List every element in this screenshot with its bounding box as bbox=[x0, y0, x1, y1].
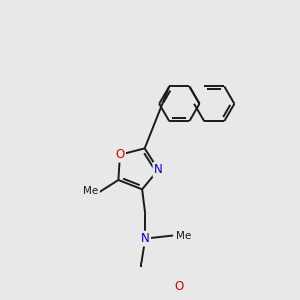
Text: O: O bbox=[175, 280, 184, 293]
Text: O: O bbox=[115, 148, 124, 161]
Text: Me: Me bbox=[83, 186, 99, 196]
Text: Me: Me bbox=[176, 230, 192, 241]
Text: N: N bbox=[154, 163, 163, 176]
Text: N: N bbox=[141, 232, 150, 245]
